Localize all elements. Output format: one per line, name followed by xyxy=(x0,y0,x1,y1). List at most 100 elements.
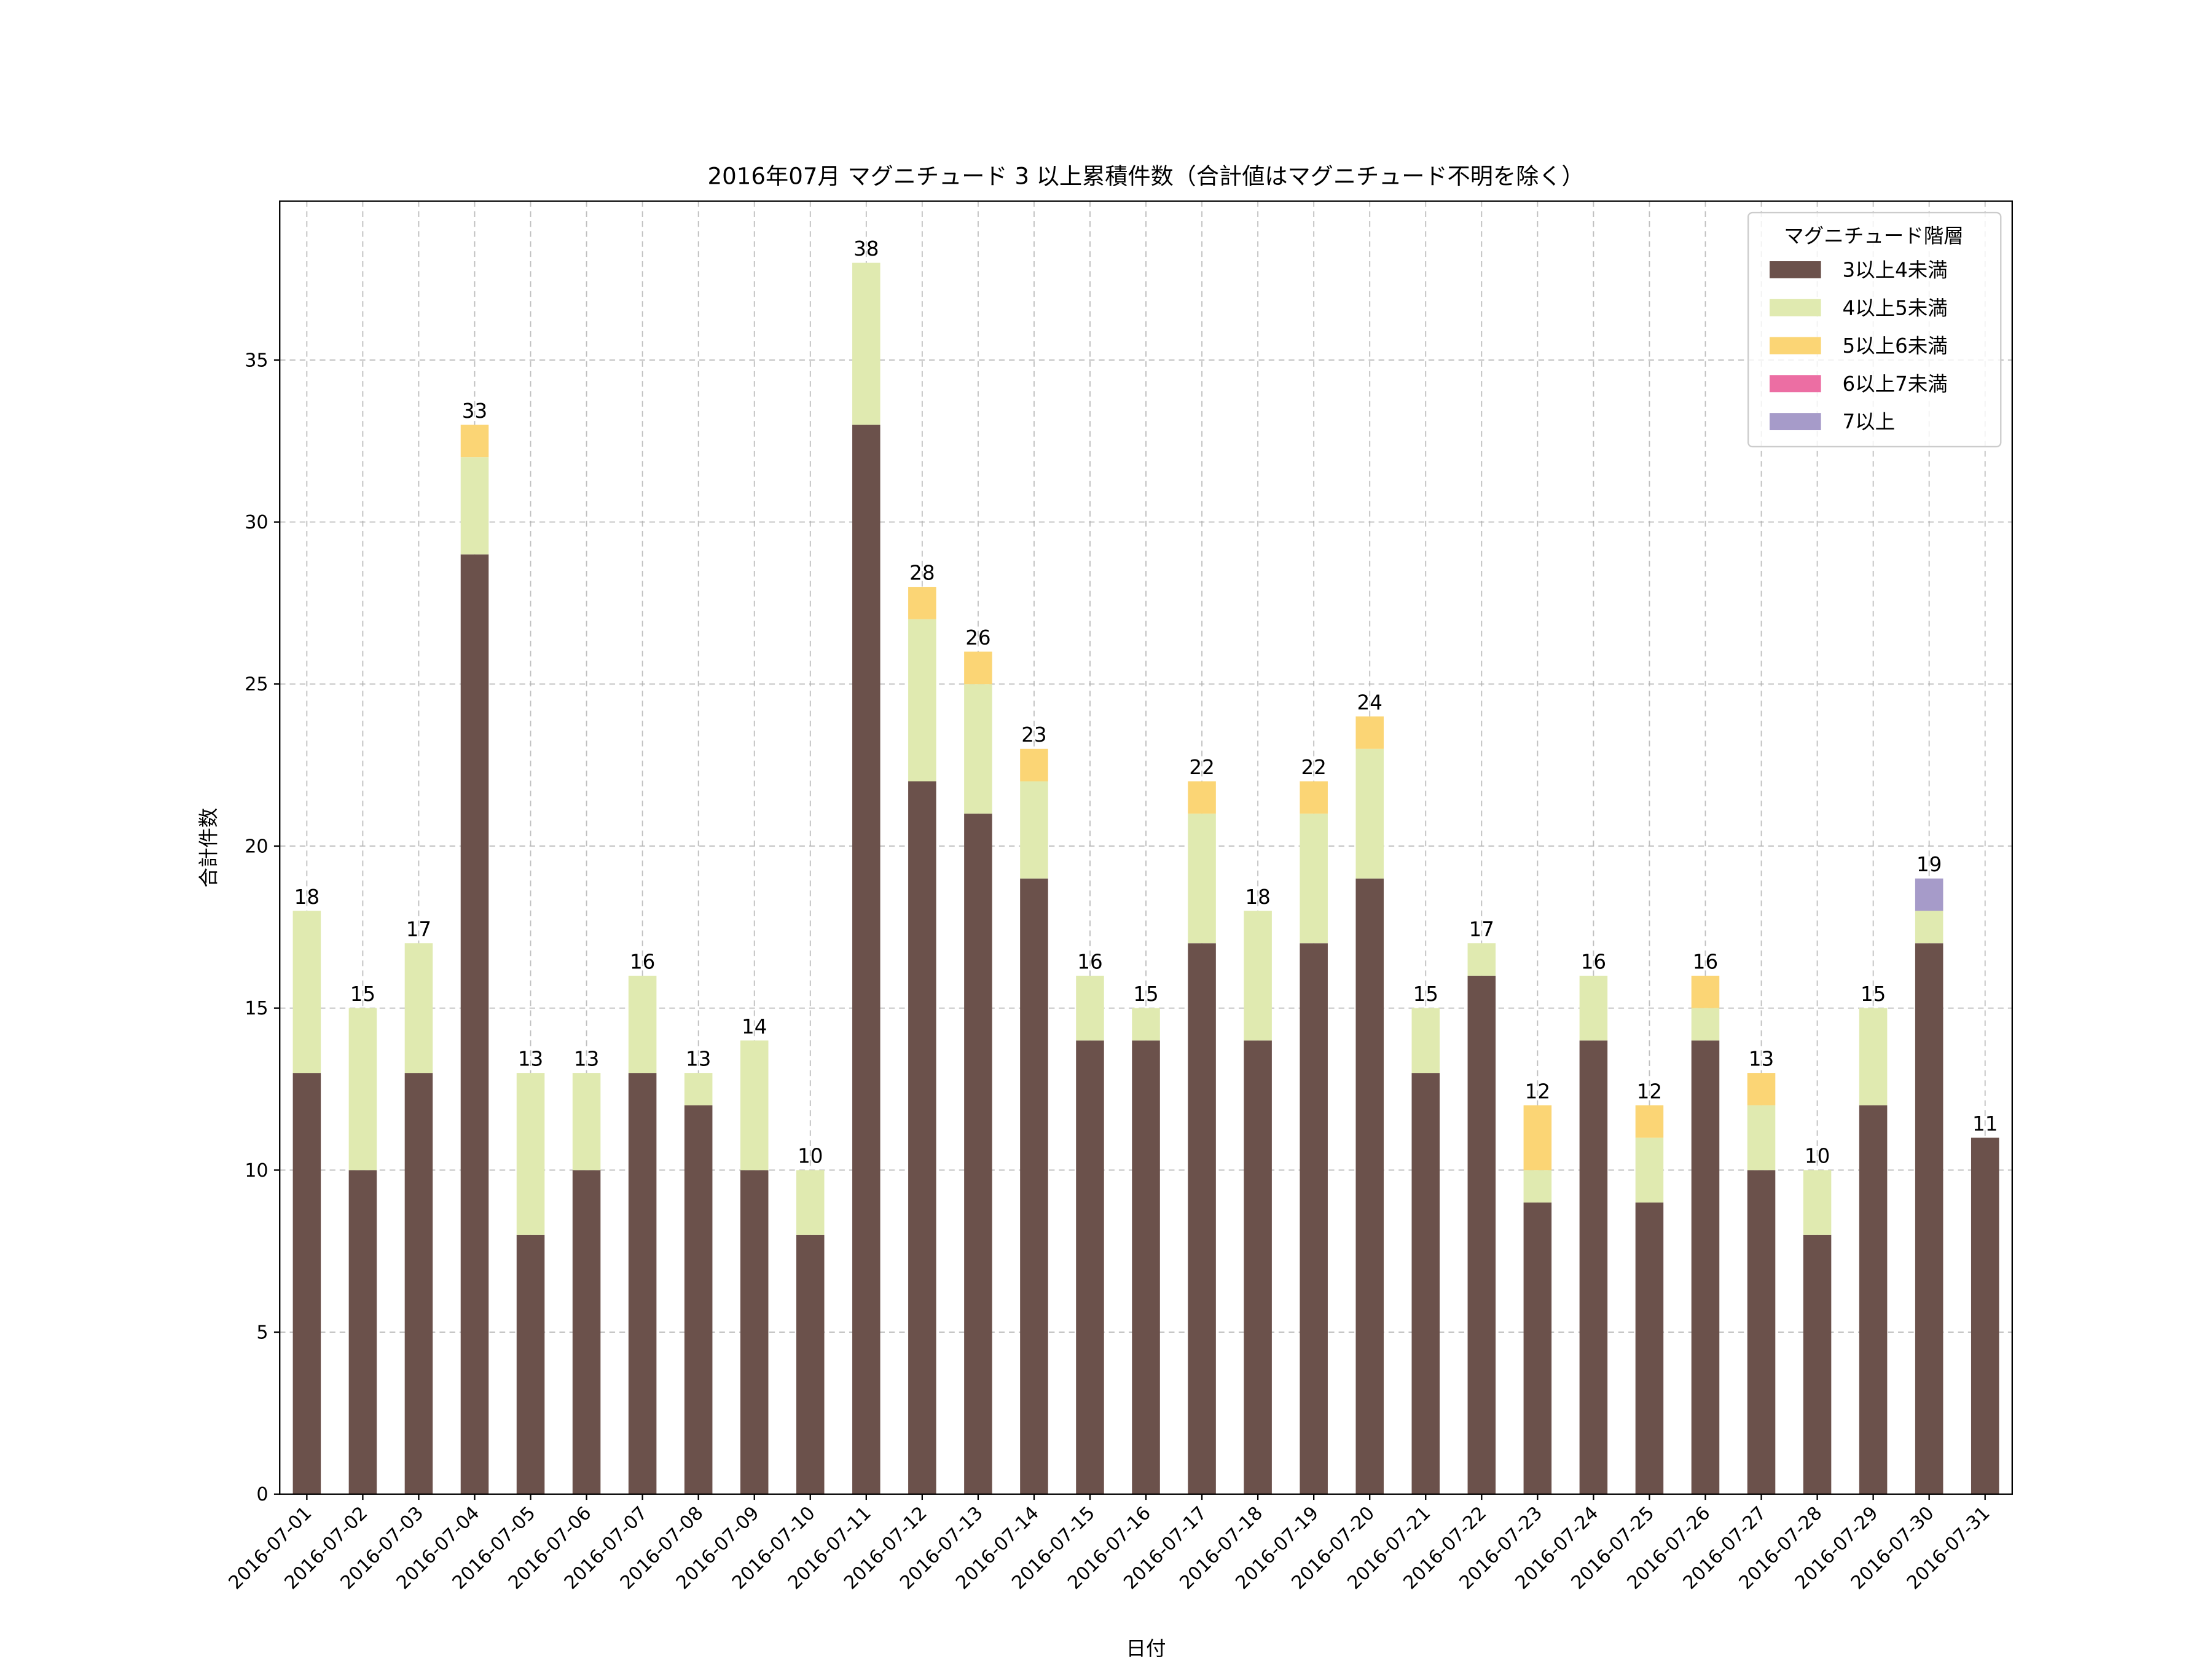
bar-segment-2 xyxy=(1020,781,1048,879)
bar-segment-2 xyxy=(1076,975,1104,1041)
bar-segment-1 xyxy=(1132,1040,1160,1494)
bar-segment-2 xyxy=(852,262,880,425)
bar-segment-3 xyxy=(1020,748,1048,782)
bars xyxy=(292,262,1999,1494)
total-label: 15 xyxy=(1413,982,1438,1006)
bar-segment-5 xyxy=(1915,878,1943,911)
bar-segment-2 xyxy=(628,975,657,1073)
bar-segment-2 xyxy=(572,1073,601,1171)
y-tick-label: 10 xyxy=(245,1160,268,1182)
bar-segment-2 xyxy=(1188,814,1216,944)
bar-segment-1 xyxy=(1188,943,1216,1494)
bar-segment-3 xyxy=(1747,1073,1776,1105)
bar-segment-2 xyxy=(740,1040,769,1171)
total-label: 14 xyxy=(742,1015,767,1038)
bar-segment-1 xyxy=(404,1073,433,1494)
bar-segment-2 xyxy=(684,1073,713,1105)
bar-segment-2 xyxy=(1635,1137,1664,1203)
bar-segment-2 xyxy=(796,1170,825,1235)
bar-segment-1 xyxy=(1411,1073,1440,1494)
bar-segment-1 xyxy=(460,554,489,1494)
total-label: 15 xyxy=(1861,982,1886,1006)
x-axis-label: 日付 xyxy=(1126,1637,1166,1659)
chart-title: 2016年07月 マグニチュード 3 以上累積件数（合計値はマグニチュード不明を… xyxy=(707,163,1584,190)
legend-swatch xyxy=(1770,375,1821,393)
legend-swatch xyxy=(1770,261,1821,278)
y-axis: 0 5 10 15 20 25 30 35 xyxy=(245,350,280,1505)
total-label: 19 xyxy=(1916,853,1942,876)
total-label: 18 xyxy=(1245,885,1270,909)
bar-segment-2 xyxy=(516,1073,545,1235)
total-label: 15 xyxy=(1133,982,1158,1006)
total-label: 16 xyxy=(1077,950,1102,973)
bar-segment-1 xyxy=(740,1170,769,1494)
bar-segment-3 xyxy=(1188,781,1216,814)
bar-segment-3 xyxy=(908,587,936,619)
bar-segment-1 xyxy=(1915,943,1943,1494)
y-tick-label: 25 xyxy=(245,674,268,696)
total-label: 13 xyxy=(686,1048,711,1071)
total-label: 18 xyxy=(294,885,320,909)
y-tick-label: 0 xyxy=(256,1484,268,1505)
bar-segment-2 xyxy=(1579,975,1608,1041)
total-label: 23 xyxy=(1021,723,1046,747)
legend-entry: 5以上6未満 xyxy=(1842,334,1947,358)
bar-segment-1 xyxy=(516,1234,545,1494)
total-label: 10 xyxy=(1805,1145,1830,1168)
total-label: 11 xyxy=(1972,1112,1998,1135)
bar-segment-1 xyxy=(1635,1202,1664,1494)
bar-segment-2 xyxy=(964,684,992,814)
bar-segment-2 xyxy=(908,619,936,782)
legend-entry: 3以上4未満 xyxy=(1842,259,1947,282)
y-tick-label: 15 xyxy=(245,998,268,1019)
total-label: 38 xyxy=(853,237,879,261)
bar-segment-1 xyxy=(1244,1040,1272,1494)
bar-segment-3 xyxy=(1635,1105,1664,1138)
bar-segment-1 xyxy=(1523,1202,1552,1494)
bar-segment-2 xyxy=(1803,1170,1832,1235)
legend-swatch xyxy=(1770,299,1821,316)
legend-title: マグニチュード階層 xyxy=(1784,224,1964,248)
total-label: 13 xyxy=(1749,1048,1774,1071)
bar-segment-2 xyxy=(292,911,321,1073)
bar-segment-1 xyxy=(1803,1234,1832,1494)
y-tick-label: 20 xyxy=(245,836,268,857)
total-label: 16 xyxy=(1581,950,1606,973)
bar-segment-1 xyxy=(1859,1105,1888,1494)
bar-segment-1 xyxy=(1971,1137,1999,1494)
legend-swatch xyxy=(1770,337,1821,355)
y-tick-label: 30 xyxy=(245,512,268,533)
bar-segment-3 xyxy=(1523,1105,1552,1171)
total-label: 12 xyxy=(1525,1080,1550,1103)
bar-segment-1 xyxy=(852,425,880,1494)
bar-segment-2 xyxy=(1859,1008,1888,1105)
data-labels: 18 15 17 33 13 13 16 13 14 10 38 28 26 23 16 15 22 18 22 24… xyxy=(294,237,1998,1168)
bar-segment-2 xyxy=(1132,1008,1160,1041)
bar-segment-2 xyxy=(460,457,489,555)
total-label: 33 xyxy=(462,399,487,423)
total-label: 22 xyxy=(1301,756,1326,779)
bar-segment-2 xyxy=(1411,1008,1440,1073)
total-label: 16 xyxy=(630,950,655,973)
total-label: 26 xyxy=(965,626,990,649)
bar-segment-1 xyxy=(1467,975,1496,1494)
total-label: 24 xyxy=(1357,691,1382,714)
bar-segment-1 xyxy=(628,1073,657,1494)
total-label: 10 xyxy=(798,1145,823,1168)
bar-segment-1 xyxy=(1747,1170,1776,1494)
total-label: 28 xyxy=(909,561,935,584)
bar-segment-2 xyxy=(1467,943,1496,976)
total-label: 13 xyxy=(518,1048,543,1071)
total-label: 13 xyxy=(574,1048,599,1071)
bar-segment-3 xyxy=(460,425,489,458)
bar-segment-1 xyxy=(796,1234,825,1494)
legend-swatch xyxy=(1770,413,1821,431)
bar-segment-1 xyxy=(964,814,992,1494)
bar-segment-1 xyxy=(572,1170,601,1494)
bar-segment-2 xyxy=(1300,814,1328,944)
bar-segment-1 xyxy=(1691,1040,1720,1494)
bar-segment-3 xyxy=(1691,975,1720,1008)
bar-segment-2 xyxy=(404,943,433,1073)
total-label: 22 xyxy=(1189,756,1214,779)
